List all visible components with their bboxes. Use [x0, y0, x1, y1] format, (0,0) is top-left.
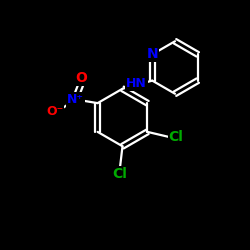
Text: O⁻: O⁻ — [46, 104, 63, 118]
Text: O: O — [76, 70, 87, 85]
Text: Cl: Cl — [169, 130, 184, 144]
Text: Cl: Cl — [112, 168, 128, 181]
Text: HN: HN — [126, 77, 146, 90]
Text: N⁺: N⁺ — [66, 93, 84, 106]
Text: N: N — [146, 48, 158, 62]
